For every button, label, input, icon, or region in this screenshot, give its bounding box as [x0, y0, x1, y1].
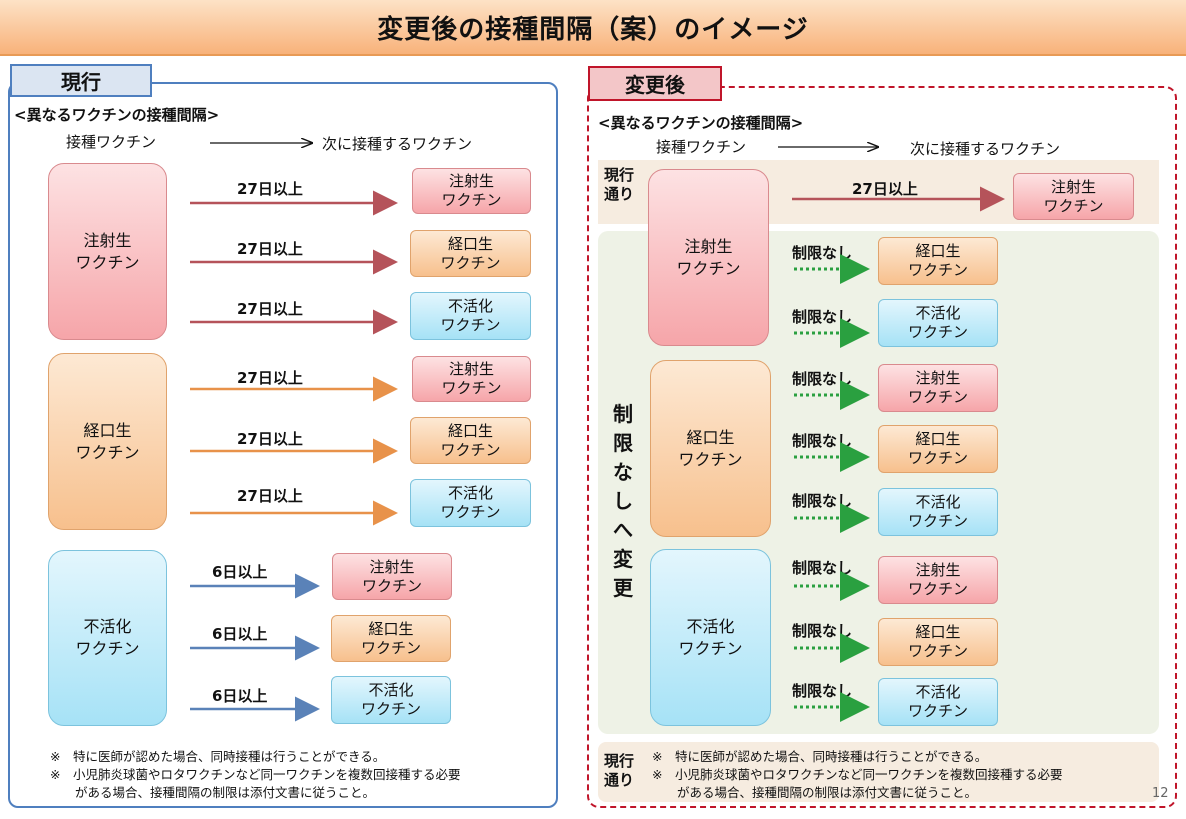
no-limit-label: 制限なし [792, 622, 853, 640]
bottom-rule-label: 現行 通り [604, 752, 635, 789]
right-target-injection-current: 注射生 ワクチン [1013, 173, 1134, 220]
left-target-oral-1: 経口生 ワクチン [410, 230, 531, 277]
left-source-oral: 経口生 ワクチン [48, 353, 167, 530]
no-limit-label: 制限なし [792, 559, 853, 577]
right-target-inactivated-2: 不活化 ワクチン [878, 488, 998, 536]
right-note-1: ※ 特に医師が認めた場合、同時接種は行うことができる。 [652, 749, 988, 764]
left-source-injection: 注射生 ワクチン [48, 163, 167, 340]
interval-label: 27日以上 [237, 369, 303, 387]
no-limit-label: 制限なし [792, 244, 853, 262]
left-target-injection-3: 注射生 ワクチン [332, 553, 452, 600]
left-target-inactivated-3: 不活化 ワクチン [331, 676, 451, 724]
revised-tab: 変更後 [588, 66, 722, 101]
no-limit-label: 制限なし [792, 682, 853, 700]
no-limit-label: 制限なし [792, 308, 853, 326]
right-note-3: がある場合、接種間隔の制限は添付文書に従うこと。 [652, 785, 978, 800]
revised-panel [587, 86, 1177, 808]
interval-label: 27日以上 [237, 300, 303, 318]
right-source-inactivated: 不活化 ワクチン [650, 549, 771, 726]
no-limit-label: 制限なし [792, 370, 853, 388]
left-target-oral-3: 経口生 ワクチン [331, 615, 451, 662]
left-target-inactivated-2: 不活化 ワクチン [410, 479, 531, 527]
current-rule-label: 現行 通り [604, 166, 635, 203]
left-note-1: ※ 特に医師が認めた場合、同時接種は行うことができる。 [50, 749, 386, 764]
no-limit-label: 制限なし [792, 432, 853, 450]
left-note-2: ※ 小児肺炎球菌やロタワクチンなど同一ワクチンを複数回接種する必要 [50, 767, 461, 782]
right-source-injection: 注射生 ワクチン [648, 169, 769, 346]
interval-label: 6日以上 [212, 625, 268, 643]
vertical-label: 制限なしへ変更 [613, 402, 633, 600]
bottom-note-band [598, 742, 1159, 802]
interval-label: 6日以上 [212, 687, 268, 705]
interval-label: 27日以上 [237, 240, 303, 258]
page-title: 変更後の接種間隔（案）のイメージ [0, 0, 1186, 56]
left-target-oral-2: 経口生 ワクチン [410, 417, 531, 464]
right-target-oral-1: 経口生 ワクチン [878, 237, 998, 285]
right-target-inactivated-3: 不活化 ワクチン [878, 678, 998, 726]
right-note-2: ※ 小児肺炎球菌やロタワクチンなど同一ワクチンを複数回接種する必要 [652, 767, 1063, 782]
right-target-injection-2: 注射生 ワクチン [878, 364, 998, 412]
left-target-injection-1: 注射生 ワクチン [412, 168, 531, 214]
current-panel [8, 82, 558, 808]
right-target-inactivated-1: 不活化 ワクチン [878, 299, 998, 347]
current-tab: 現行 [10, 64, 152, 97]
right-col-from: 接種ワクチン [656, 138, 747, 156]
right-target-injection-3: 注射生 ワクチン [878, 556, 998, 604]
page-number: 12 [1152, 786, 1169, 801]
interval-label: 6日以上 [212, 563, 268, 581]
right-col-to: 次に接種するワクチン [910, 140, 1061, 158]
left-col-to: 次に接種するワクチン [322, 135, 473, 153]
left-note-3: がある場合、接種間隔の制限は添付文書に従うこと。 [50, 785, 376, 800]
interval-label: 27日以上 [237, 430, 303, 448]
interval-label: 27日以上 [852, 180, 918, 198]
left-source-inactivated: 不活化 ワクチン [48, 550, 167, 726]
right-section-heading: <異なるワクチンの接種間隔> [598, 114, 804, 132]
right-target-oral-2: 経口生 ワクチン [878, 425, 998, 473]
left-target-inactivated-1: 不活化 ワクチン [410, 292, 531, 340]
interval-label: 27日以上 [237, 487, 303, 505]
left-target-injection-2: 注射生 ワクチン [412, 356, 531, 402]
right-target-oral-3: 経口生 ワクチン [878, 618, 998, 666]
no-limit-label: 制限なし [792, 492, 853, 510]
right-source-oral: 経口生 ワクチン [650, 360, 771, 537]
interval-label: 27日以上 [237, 180, 303, 198]
left-section-heading: <異なるワクチンの接種間隔> [14, 106, 220, 124]
left-col-from: 接種ワクチン [66, 133, 157, 151]
